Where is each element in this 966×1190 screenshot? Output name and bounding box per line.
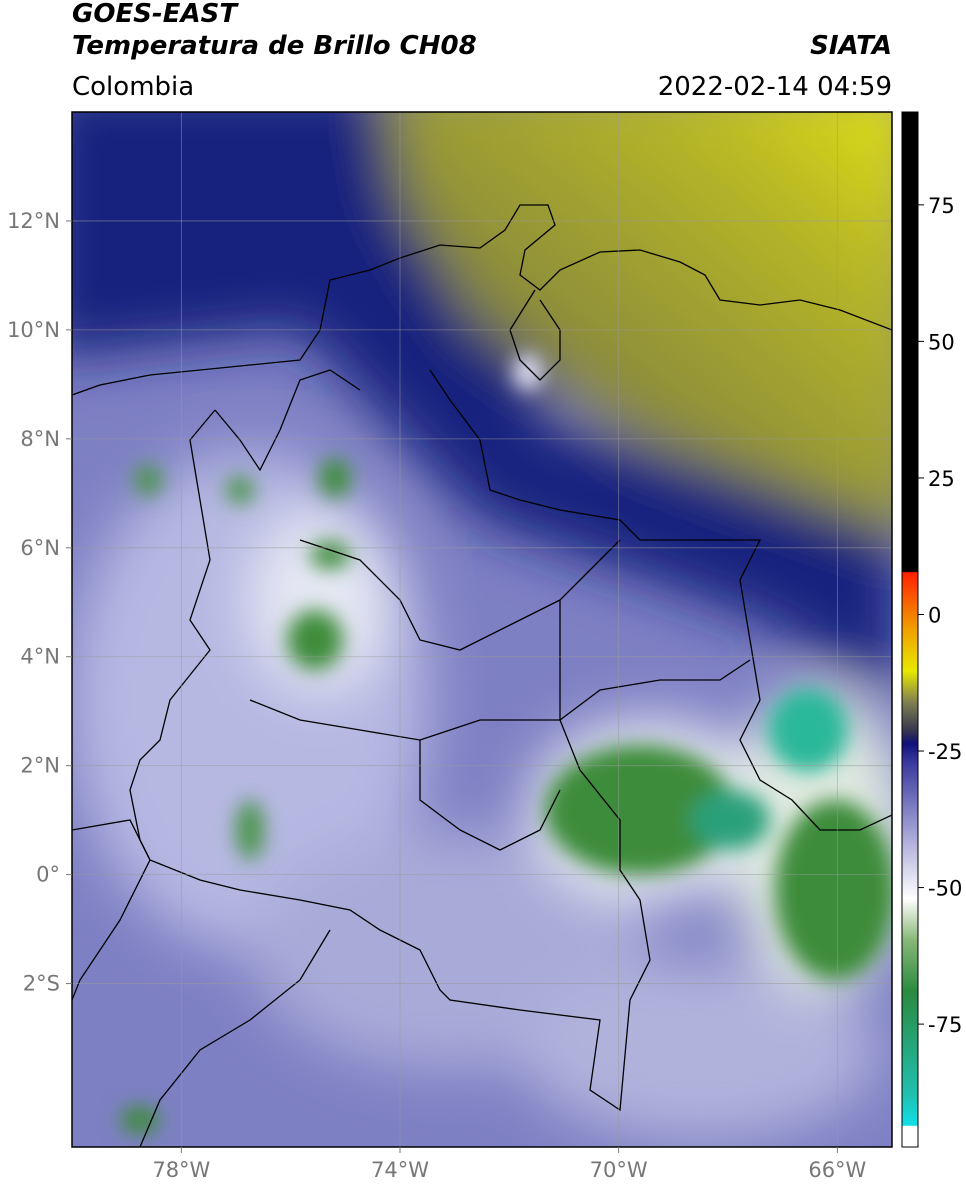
cell [236, 800, 264, 860]
border [299, 539, 561, 651]
cell [134, 464, 162, 496]
cell [768, 688, 848, 772]
y-tick-label: 4°N [20, 645, 60, 669]
x-tick-label: 70°W [590, 1158, 648, 1182]
cell [545, 745, 735, 875]
y-tick-label: 6°N [20, 536, 60, 560]
y-tick-label: 2°S [23, 972, 60, 996]
cold-band [72, 112, 892, 696]
colorbar-tick-label: 0 [928, 603, 941, 627]
y-tick-label: 8°N [20, 427, 60, 451]
cell [775, 800, 892, 980]
warm-region [385, 112, 892, 530]
y-tick-label: 0° [36, 863, 60, 887]
border [214, 369, 361, 472]
border [139, 929, 331, 1147]
cloud [250, 510, 390, 690]
x-tick-label: 74°W [371, 1158, 429, 1182]
grid [72, 112, 892, 1147]
colorbar-tick-label: 75 [928, 194, 955, 218]
colorbar [901, 111, 919, 1148]
subtitle: Temperatura de Brillo CH08 [72, 31, 477, 61]
title: GOES-EAST [72, 0, 239, 29]
map-frame [71, 111, 893, 1148]
cell [120, 1106, 160, 1134]
y-tick-label: 10°N [7, 318, 60, 342]
colorbar-tick-label: -75 [928, 1013, 962, 1037]
borders [72, 204, 892, 1147]
y-tick-label: 2°N [20, 754, 60, 778]
colorbar-tick-label: -50 [928, 877, 962, 901]
x-tick-label: 78°W [152, 1158, 210, 1182]
region: Colombia [72, 72, 194, 102]
x-tick-label: 66°W [808, 1158, 866, 1182]
cell [514, 354, 542, 390]
y-tick-label: 12°N [7, 209, 60, 233]
border [249, 699, 561, 851]
colorbar-tick-label: 50 [928, 330, 955, 354]
cell [690, 790, 770, 850]
cell [226, 476, 254, 504]
border [429, 369, 892, 831]
border [419, 659, 751, 741]
timestamp: 2022-02-14 04:59 [658, 72, 892, 102]
source: SIATA [810, 31, 892, 61]
colorbar-tick-label: -25 [928, 740, 962, 764]
map-imagery [72, 112, 892, 1147]
coastline [399, 204, 892, 331]
coastline [72, 257, 401, 396]
convective-cells [120, 354, 892, 1134]
cell [287, 610, 343, 670]
colorbar-tick-label: 25 [928, 467, 955, 491]
cell [319, 458, 351, 498]
cloud [520, 960, 880, 1140]
